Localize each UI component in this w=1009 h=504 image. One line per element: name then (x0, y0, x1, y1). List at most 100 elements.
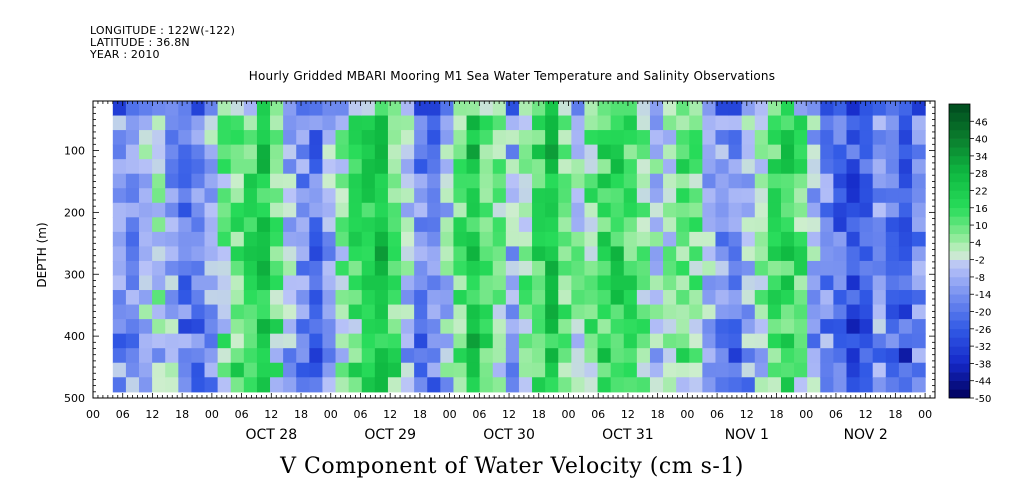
heatmap-cell (532, 348, 546, 364)
heatmap-cell (911, 304, 926, 320)
heatmap-cell (505, 159, 520, 175)
heatmap-cell (794, 290, 808, 306)
heatmap-cell (401, 188, 415, 204)
heatmap-cell (623, 115, 638, 131)
heatmap-cell (309, 231, 324, 248)
heatmap-cell (584, 260, 599, 277)
heatmap-cell (518, 362, 533, 378)
heatmap-cell (584, 231, 599, 248)
heatmap-cell (309, 377, 324, 393)
heatmap-cell (427, 202, 441, 218)
heatmap-cell (545, 101, 559, 117)
heatmap-cell (663, 348, 677, 364)
heatmap-cell (545, 304, 559, 320)
heatmap-cell (453, 377, 468, 393)
heatmap-cell (715, 362, 730, 378)
heatmap-cell (532, 159, 546, 175)
heatmap-cell (466, 115, 481, 131)
heatmap-cell (767, 348, 782, 364)
heatmap-cell (139, 202, 153, 218)
heatmap-cell (623, 130, 638, 146)
heatmap-cell (728, 144, 743, 160)
heatmap-cell (230, 377, 245, 393)
heatmap-cell (571, 246, 586, 262)
heatmap-cell (741, 377, 756, 393)
heatmap-cell (139, 333, 153, 349)
heatmap-cell (610, 348, 625, 364)
heatmap-cell (780, 101, 795, 117)
heatmap-cell (833, 319, 848, 335)
heatmap-cell (479, 304, 494, 320)
heatmap-cell (335, 377, 350, 393)
heatmap-cell (414, 348, 428, 364)
heatmap-cell (623, 377, 638, 393)
heatmap-cell (636, 275, 651, 291)
heatmap-cell (283, 348, 297, 364)
heatmap-cell (820, 246, 834, 262)
heatmap-cell (296, 115, 310, 131)
x-tick-label: 12 (502, 408, 516, 421)
heatmap-cell (374, 130, 389, 146)
heatmap-cell (217, 130, 232, 146)
heatmap-cell (453, 115, 468, 131)
heatmap-cell (689, 173, 703, 189)
heatmap-cell (807, 115, 821, 131)
heatmap-cell (885, 304, 900, 320)
heatmap-cell (466, 333, 481, 349)
heatmap-cell (440, 159, 455, 175)
heatmap-cell (794, 231, 808, 248)
heatmap-cell (283, 188, 297, 204)
heatmap-cell (505, 144, 520, 160)
heatmap-cell (479, 231, 494, 248)
heatmap-cell (702, 304, 717, 320)
heatmap-cell (387, 319, 402, 335)
heatmap-cell (623, 319, 638, 335)
heatmap-cell (466, 202, 481, 218)
y-tick-label: 100 (64, 145, 85, 158)
heatmap-cell (715, 348, 730, 364)
colorbar-band (949, 337, 970, 347)
heatmap-cell (440, 101, 455, 117)
heatmap-cell (492, 348, 507, 364)
heatmap-cell (492, 362, 507, 378)
colorbar-band (949, 207, 970, 217)
heatmap-cell (479, 260, 494, 277)
heatmap-cell (309, 144, 324, 160)
heatmap-cell (374, 217, 389, 233)
heatmap-cell (610, 188, 625, 204)
heatmap-cell (898, 217, 913, 233)
heatmap-cell (243, 348, 258, 364)
heatmap-cell (859, 260, 874, 277)
heatmap-cell (649, 144, 664, 160)
heatmap-cell (178, 290, 193, 306)
heatmap-cell (885, 260, 900, 277)
x-tick-label: 18 (770, 408, 784, 421)
heatmap-cell (885, 173, 900, 189)
heatmap-cell (833, 159, 848, 175)
heatmap-cell (112, 246, 127, 262)
heatmap-cell (296, 188, 310, 204)
heatmap-cell (754, 202, 769, 218)
heatmap-cell (191, 130, 206, 146)
heatmap-cell (322, 260, 337, 277)
heatmap-cell (571, 101, 586, 117)
heatmap-cell (243, 260, 258, 277)
heatmap-cell (767, 188, 782, 204)
heatmap-cell (597, 246, 612, 262)
heatmap-cell (125, 173, 140, 189)
heatmap-cell (780, 217, 795, 233)
heatmap-cell (649, 362, 664, 378)
heatmap-cell (414, 319, 428, 335)
heatmap-cell (663, 173, 677, 189)
heatmap-cell (794, 319, 808, 335)
heatmap-cell (139, 348, 153, 364)
heatmap-cell (204, 231, 219, 248)
heatmap-cell (872, 348, 887, 364)
heatmap-cell (558, 231, 572, 248)
heatmap-cell (309, 202, 324, 218)
heatmap-cell (191, 202, 206, 218)
heatmap-cell (859, 144, 874, 160)
heatmap-cell (794, 275, 808, 291)
heatmap-cell (623, 333, 638, 349)
heatmap-cell (754, 246, 769, 262)
